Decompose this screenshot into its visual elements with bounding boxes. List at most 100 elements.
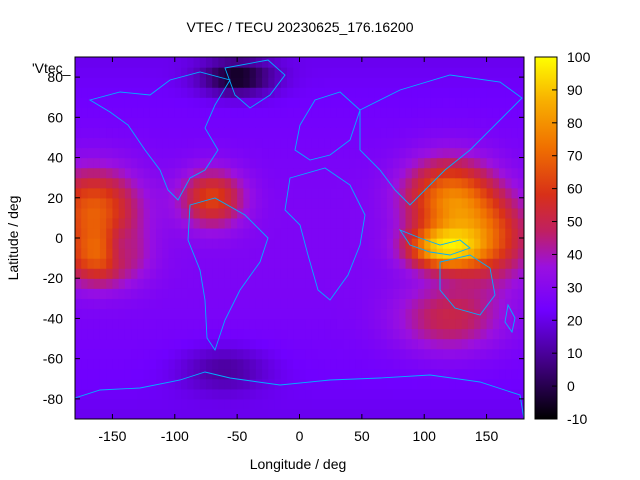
heatmap-cell	[386, 278, 394, 289]
heatmap-cell	[237, 217, 244, 229]
heatmap-cell	[486, 378, 494, 390]
heatmap-cell	[262, 298, 269, 309]
heatmap-cell	[249, 398, 257, 410]
heatmap-cell	[124, 97, 132, 108]
heatmap-cell	[262, 67, 269, 78]
heatmap-cell	[199, 167, 207, 179]
heatmap-cell	[293, 67, 301, 78]
y-tick-label: 60	[47, 109, 63, 125]
heatmap-cell	[124, 308, 132, 320]
heatmap-cell	[442, 67, 450, 78]
heatmap-cell	[461, 167, 469, 179]
x-tick-label: 100	[413, 428, 437, 444]
heatmap-cell	[243, 258, 251, 269]
heatmap-cell	[436, 328, 444, 340]
heatmap-cell	[474, 348, 481, 360]
heatmap-cell	[517, 258, 524, 269]
heatmap-cell	[255, 388, 263, 400]
heatmap-cell	[374, 398, 382, 410]
heatmap-cell	[224, 268, 232, 279]
heatmap-cell	[143, 57, 151, 68]
heatmap-cell	[187, 97, 195, 108]
heatmap-cell	[480, 318, 488, 330]
heatmap-cell	[174, 137, 182, 149]
heatmap-cell	[455, 338, 463, 350]
heatmap-cell	[137, 368, 145, 380]
heatmap-cell	[430, 348, 438, 360]
heatmap-cell	[436, 127, 444, 139]
heatmap-cell	[268, 348, 276, 360]
heatmap-cell	[99, 77, 107, 88]
heatmap-cell	[318, 378, 326, 390]
heatmap-cell	[181, 328, 188, 340]
heatmap-cell	[349, 207, 357, 219]
heatmap-cell	[330, 67, 338, 78]
heatmap-cell	[386, 227, 394, 239]
heatmap-cell	[212, 378, 220, 390]
heatmap-cell	[218, 248, 226, 259]
heatmap-cell	[430, 318, 438, 330]
heatmap-cell	[474, 207, 481, 219]
heatmap-cell	[442, 217, 450, 229]
heatmap-cell	[417, 318, 425, 330]
heatmap-cell	[106, 398, 114, 410]
heatmap-cell	[262, 177, 269, 189]
heatmap-cell	[411, 328, 419, 340]
heatmap-cell	[193, 318, 201, 330]
heatmap-cell	[368, 87, 375, 98]
heatmap-cell	[361, 217, 369, 229]
heatmap-cell	[318, 227, 326, 239]
heatmap-cell	[474, 288, 481, 299]
heatmap-cell	[274, 258, 282, 269]
heatmap-cell	[230, 137, 238, 149]
heatmap-cell	[230, 268, 238, 279]
heatmap-cell	[393, 278, 400, 289]
heatmap-cell	[143, 298, 151, 309]
heatmap-cell	[75, 127, 82, 139]
heatmap-cell	[393, 408, 400, 419]
heatmap-cell	[75, 227, 82, 239]
heatmap-cell	[174, 358, 182, 370]
heatmap-cell	[212, 258, 220, 269]
heatmap-cell	[212, 328, 220, 340]
heatmap-cell	[417, 268, 425, 279]
heatmap-cell	[112, 127, 120, 139]
heatmap-cell	[212, 358, 220, 370]
heatmap-cell	[174, 187, 182, 199]
heatmap-cell	[311, 157, 319, 169]
heatmap-cell	[280, 187, 288, 199]
heatmap-cell	[305, 268, 313, 279]
heatmap-cell	[399, 67, 407, 78]
heatmap-cell	[399, 308, 407, 320]
heatmap-cell	[492, 77, 500, 88]
heatmap-cell	[386, 157, 394, 169]
heatmap-cell	[517, 268, 524, 279]
heatmap-cell	[205, 318, 213, 330]
heatmap-cell	[75, 107, 82, 118]
heatmap-cell	[293, 117, 301, 128]
heatmap-cell	[143, 278, 151, 289]
heatmap-cell	[417, 177, 425, 189]
heatmap-cell	[293, 408, 301, 419]
heatmap-cell	[199, 298, 207, 309]
heatmap-cell	[374, 388, 382, 400]
heatmap-cell	[474, 197, 481, 209]
heatmap-cell	[305, 87, 313, 98]
heatmap-cell	[355, 97, 363, 108]
heatmap-cell	[424, 358, 432, 370]
heatmap-cell	[280, 408, 288, 419]
heatmap-cell	[461, 107, 469, 118]
heatmap-cell	[249, 238, 257, 249]
heatmap-cell	[274, 197, 282, 209]
heatmap-cell	[505, 318, 513, 330]
heatmap-cell	[330, 227, 338, 239]
heatmap-cell	[355, 298, 363, 309]
heatmap-cell	[87, 117, 95, 128]
y-tick-label: 0	[55, 230, 63, 246]
heatmap-cell	[162, 137, 170, 149]
heatmap-cell	[311, 57, 319, 68]
heatmap-cell	[143, 378, 151, 390]
heatmap-cell	[131, 167, 138, 179]
heatmap-cell	[505, 248, 513, 259]
heatmap-cell	[399, 117, 407, 128]
